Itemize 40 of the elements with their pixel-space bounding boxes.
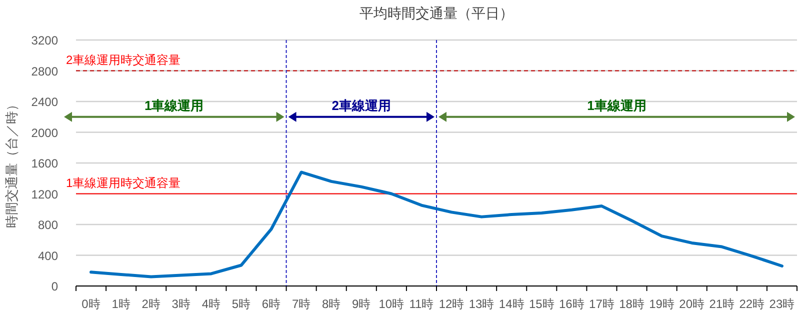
- x-tick-label: 5時: [232, 297, 251, 311]
- x-tick-label: 15時: [528, 297, 554, 311]
- x-tick-label: 2時: [142, 297, 160, 311]
- y-tick-label: 800: [38, 218, 58, 232]
- x-tick-label: 23時: [769, 297, 795, 311]
- y-tick-label: 2400: [31, 95, 58, 109]
- x-tick-label: 10時: [378, 297, 404, 311]
- x-tick-label: 8時: [322, 297, 341, 311]
- x-tick-label: 1時: [112, 297, 130, 311]
- chart-title: 平均時間交通量（平日）: [360, 5, 514, 21]
- x-tick-label: 18時: [619, 297, 644, 311]
- annotation: 1車線運用: [144, 98, 204, 113]
- x-tick-label: 19時: [649, 297, 674, 311]
- y-tick-label: 2000: [31, 126, 58, 140]
- x-tick-label: 20時: [679, 297, 705, 311]
- x-tick-label: 16時: [559, 297, 584, 311]
- x-tick-label: 3時: [172, 297, 190, 311]
- x-tick-label: 13時: [468, 297, 494, 311]
- y-axis-title: 時間交通量（台／時）: [4, 98, 19, 228]
- x-tick-label: 9時: [352, 297, 371, 311]
- ref-line-label: 1車線運用時交通容量: [66, 176, 181, 190]
- x-tick-label: 21時: [709, 297, 735, 311]
- ref-line-label: 2車線運用時交通容量: [66, 52, 181, 67]
- x-tick-label: 7時: [292, 297, 311, 311]
- x-tick-label: 4時: [202, 297, 221, 311]
- y-tick-label: 0: [51, 280, 58, 294]
- x-tick-label: 14時: [498, 297, 524, 311]
- x-tick-label: 22時: [739, 297, 765, 311]
- y-tick-label: 400: [38, 248, 58, 263]
- y-tick-label: 1200: [31, 187, 58, 202]
- x-tick-label: 17時: [589, 297, 614, 311]
- x-tick-label: 6時: [262, 297, 281, 311]
- y-tick-label: 1600: [31, 156, 58, 170]
- x-tick-label: 0時: [82, 297, 100, 311]
- annotation: 1車線運用: [587, 98, 646, 113]
- y-tick-label: 2800: [31, 64, 58, 78]
- x-tick-label: 11時: [409, 297, 434, 311]
- y-tick-label: 3200: [31, 34, 58, 48]
- annotation: 2車線運用: [332, 98, 392, 113]
- x-tick-label: 12時: [438, 297, 464, 311]
